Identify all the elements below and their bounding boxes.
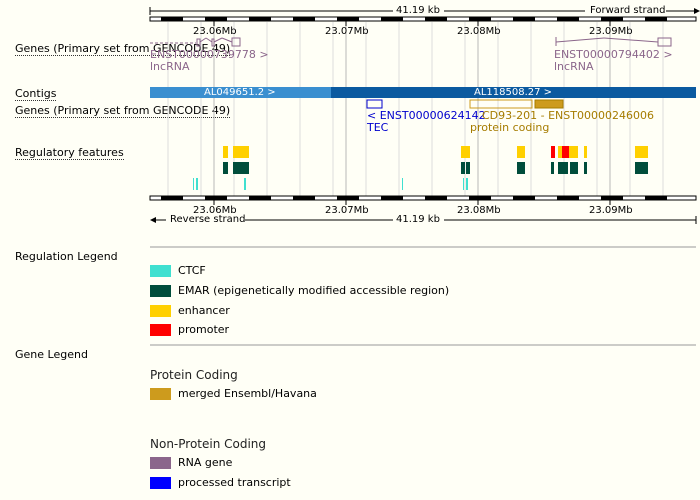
contig-al118508[interactable] [331, 87, 696, 98]
tick-label-bottom-1: 23.06Mb [193, 205, 237, 216]
reverse-strand-label: Reverse strand [170, 214, 246, 225]
track-label-genes-bottom: Genes (Primary set from GENCODE 49) [15, 104, 231, 118]
track-label-regulatory: Regulatory features [15, 146, 124, 160]
forward-arrow-icon [694, 8, 700, 14]
legend-swatch-processed-transcript [150, 477, 171, 489]
scale-bar-top [149, 16, 697, 26]
non-coding-heading: Non-Protein Coding [150, 437, 267, 451]
tick-label-top-3: 23.08Mb [457, 26, 501, 37]
gene-label-enst00000739778[interactable]: ENST00000739778 > lncRNA [150, 48, 269, 73]
track-label-genes-top: Genes (Primary set from GENCODE 49) [15, 42, 231, 56]
legend-swatch-ctcf [150, 265, 171, 277]
gene-enst00000739778[interactable] [150, 37, 241, 47]
gene-legend-title: Gene Legend [15, 348, 88, 361]
major-grid-lines [213, 22, 611, 196]
tick-label-bottom-3: 23.08Mb [457, 205, 501, 216]
gene-label-enst00000624142[interactable]: < ENST00000624142 TEC [367, 109, 486, 134]
tick-label-bottom-2: 23.07Mb [325, 205, 369, 216]
gene-label-cd93-201[interactable]: CD93-201 - ENST00000246006 [482, 109, 654, 122]
legend-swatch-rna-gene [150, 457, 171, 469]
tick-label-bottom-4: 23.09Mb [589, 205, 633, 216]
legend-swatch-promoter [150, 324, 171, 336]
track-label-contigs: Contigs [15, 87, 57, 101]
length-indicator-bottom [150, 216, 697, 224]
gene-enst00000624142[interactable] [366, 99, 383, 109]
length-label-top: 41.19 kb [396, 5, 440, 16]
forward-strand-label: Forward strand [590, 5, 666, 16]
contig-al049651[interactable] [150, 87, 331, 98]
length-label-bottom: 41.19 kb [396, 214, 440, 225]
contig-label-right: AL118508.27 > [474, 87, 553, 98]
tick-label-top-4: 23.09Mb [589, 26, 633, 37]
gene-type-cd93-201: protein coding [470, 121, 550, 134]
regulatory-features[interactable] [193, 146, 648, 190]
legend-swatch-enhancer [150, 305, 171, 317]
protein-coding-heading: Protein Coding [150, 368, 238, 382]
scale-bar-bottom [149, 195, 697, 205]
regulation-legend-title: Regulation Legend [15, 250, 118, 263]
legend-swatch-emar [150, 285, 171, 297]
gene-enst00000794402[interactable] [555, 37, 672, 47]
length-indicator-top [149, 7, 700, 15]
tick-label-top-1: 23.06Mb [193, 26, 237, 37]
legend-swatch-merged [150, 388, 171, 400]
tick-label-top-2: 23.07Mb [325, 26, 369, 37]
contig-label-left: AL049651.2 > [204, 87, 276, 98]
reverse-arrow-icon [150, 217, 156, 223]
gene-cd93-201[interactable] [469, 99, 564, 109]
gene-label-enst00000794402[interactable]: ENST00000794402 > lncRNA [554, 48, 673, 73]
